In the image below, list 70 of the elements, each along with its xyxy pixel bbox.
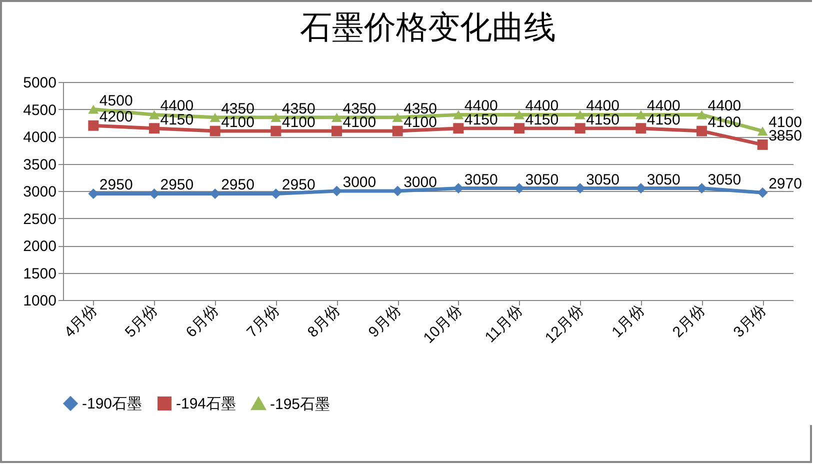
point [332, 126, 342, 136]
point [757, 187, 768, 198]
y-tick-label: 3500 [23, 156, 56, 174]
point [696, 183, 707, 194]
data-label: 3000 [404, 174, 437, 191]
y-tick-label: 3000 [23, 184, 56, 200]
point [210, 112, 220, 122]
data-label: 2950 [99, 176, 133, 194]
y-tick-label: 4500 [23, 102, 56, 119]
y-tick-label: 4000 [23, 129, 56, 146]
point [757, 126, 768, 136]
chart-title: 石墨价格变化曲线 [300, 9, 556, 45]
point [392, 126, 403, 136]
point [574, 110, 586, 120]
data-label: 3050 [708, 171, 742, 188]
x-tick-label: 8月份 [304, 302, 344, 341]
point [696, 126, 707, 136]
data-label: 3050 [586, 171, 620, 188]
y-tick-label: 2000 [23, 238, 56, 255]
x-tick-label: 3月份 [730, 302, 770, 341]
legend-label: -194石墨 [176, 396, 236, 413]
point [757, 139, 768, 150]
y-tick-label: 1500 [23, 265, 56, 282]
point [453, 123, 464, 134]
data-label: 4500 [99, 92, 133, 110]
point [636, 110, 646, 120]
x-tick-label: 11月份 [482, 302, 526, 346]
data-label: 2950 [160, 176, 194, 194]
data-label: 2950 [282, 176, 316, 194]
x-tick-label: 7月份 [244, 302, 283, 341]
data-label: 3050 [464, 171, 498, 188]
data-label: 2970 [768, 176, 802, 193]
data-label: 2950 [221, 176, 254, 194]
y-tick-label: 1000 [23, 292, 56, 310]
y-tick-label: 2500 [23, 210, 56, 228]
x-tick-label: 5月份 [122, 302, 162, 341]
x-tick-label: 12月份 [542, 302, 587, 347]
point [270, 126, 282, 136]
point [636, 123, 646, 134]
point [149, 188, 160, 199]
x-tick-label: 4月份 [61, 302, 100, 341]
point [88, 104, 99, 114]
x-tick-label: 1月份 [608, 302, 648, 341]
x-tick-label: 10月份 [420, 302, 466, 347]
data-label: 3050 [525, 171, 559, 188]
point [332, 186, 342, 196]
legend-label: -195石墨 [270, 396, 330, 413]
point [453, 110, 464, 120]
y-tick-label: 5000 [23, 74, 56, 92]
data-label: 3050 [646, 171, 680, 188]
point [149, 123, 160, 134]
x-tick-label: 6月份 [182, 302, 222, 341]
data-label: 4400 [708, 98, 742, 115]
data-label: 4200 [99, 108, 133, 126]
data-label: 4400 [160, 98, 194, 115]
point [210, 126, 220, 136]
point [270, 112, 282, 122]
x-tick-label: 9月份 [365, 302, 404, 341]
point [514, 123, 524, 134]
point [514, 110, 524, 120]
x-tick-label: 2月份 [669, 302, 709, 341]
point [149, 110, 160, 120]
point [696, 110, 707, 120]
point [392, 112, 403, 122]
legend-label: -190石墨 [82, 396, 142, 413]
point [332, 112, 342, 122]
data-label: 3000 [342, 174, 376, 191]
point [88, 120, 99, 131]
point [514, 183, 524, 194]
point [574, 123, 586, 134]
